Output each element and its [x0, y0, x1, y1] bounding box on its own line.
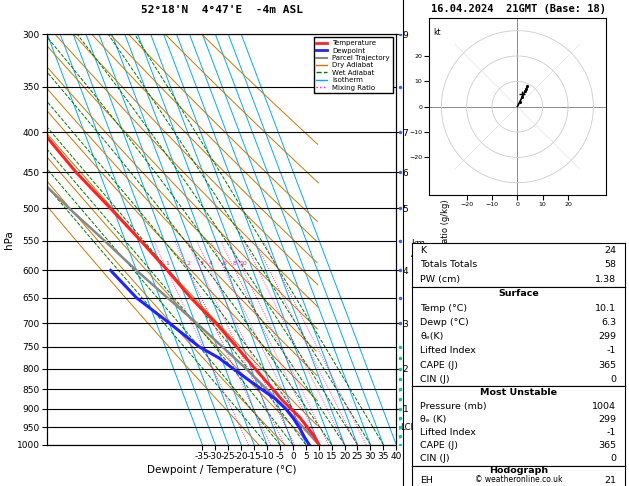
- Text: LCL: LCL: [400, 423, 415, 432]
- Text: Pressure (mb): Pressure (mb): [421, 401, 487, 411]
- Text: 8: 8: [233, 261, 237, 266]
- Text: CIN (J): CIN (J): [421, 375, 450, 384]
- Text: 1: 1: [165, 261, 169, 266]
- Text: 24: 24: [604, 246, 616, 255]
- Text: 299: 299: [598, 332, 616, 341]
- Text: θₑ (K): θₑ (K): [421, 415, 447, 424]
- Text: CAPE (J): CAPE (J): [421, 441, 459, 451]
- Text: © weatheronline.co.uk: © weatheronline.co.uk: [474, 474, 562, 484]
- Text: CIN (J): CIN (J): [421, 454, 450, 464]
- Text: Lifted Index: Lifted Index: [421, 347, 476, 355]
- Text: Temp (°C): Temp (°C): [421, 304, 467, 312]
- Text: 10: 10: [239, 261, 247, 266]
- Text: θₑ(K): θₑ(K): [421, 332, 444, 341]
- Text: -1: -1: [607, 428, 616, 437]
- Text: Most Unstable: Most Unstable: [480, 388, 557, 398]
- Text: Lifted Index: Lifted Index: [421, 428, 476, 437]
- Text: 2: 2: [186, 261, 191, 266]
- Text: 58: 58: [604, 260, 616, 269]
- Y-axis label: km
ASL: km ASL: [411, 240, 428, 259]
- Text: 10.1: 10.1: [595, 304, 616, 312]
- Text: -1: -1: [607, 347, 616, 355]
- Text: EH: EH: [421, 476, 433, 485]
- Text: 6: 6: [223, 261, 226, 266]
- Text: CAPE (J): CAPE (J): [421, 361, 459, 369]
- Text: Hodograph: Hodograph: [489, 466, 548, 475]
- Text: kt: kt: [434, 28, 442, 37]
- Text: K: K: [421, 246, 426, 255]
- Text: Dewp (°C): Dewp (°C): [421, 318, 469, 327]
- Y-axis label: hPa: hPa: [4, 230, 14, 249]
- Text: 4: 4: [209, 261, 213, 266]
- Text: Totals Totals: Totals Totals: [421, 260, 478, 269]
- Text: 365: 365: [598, 361, 616, 369]
- Legend: Temperature, Dewpoint, Parcel Trajectory, Dry Adiabat, Wet Adiabat, Isotherm, Mi: Temperature, Dewpoint, Parcel Trajectory…: [314, 37, 392, 93]
- Text: 52°18'N  4°47'E  -4m ASL: 52°18'N 4°47'E -4m ASL: [141, 5, 303, 15]
- Text: 1.38: 1.38: [595, 275, 616, 284]
- Text: 3: 3: [199, 261, 203, 266]
- Text: 21: 21: [604, 476, 616, 485]
- X-axis label: Dewpoint / Temperature (°C): Dewpoint / Temperature (°C): [147, 466, 296, 475]
- Text: 299: 299: [598, 415, 616, 424]
- Text: PW (cm): PW (cm): [421, 275, 460, 284]
- Text: 6.3: 6.3: [601, 318, 616, 327]
- Text: Mixing Ratio (g/kg): Mixing Ratio (g/kg): [441, 200, 450, 279]
- Text: Surface: Surface: [498, 289, 538, 298]
- Text: 1004: 1004: [592, 401, 616, 411]
- Text: 0: 0: [610, 454, 616, 464]
- Text: 16.04.2024  21GMT (Base: 18): 16.04.2024 21GMT (Base: 18): [431, 4, 606, 14]
- Text: 0: 0: [610, 375, 616, 384]
- Text: 365: 365: [598, 441, 616, 451]
